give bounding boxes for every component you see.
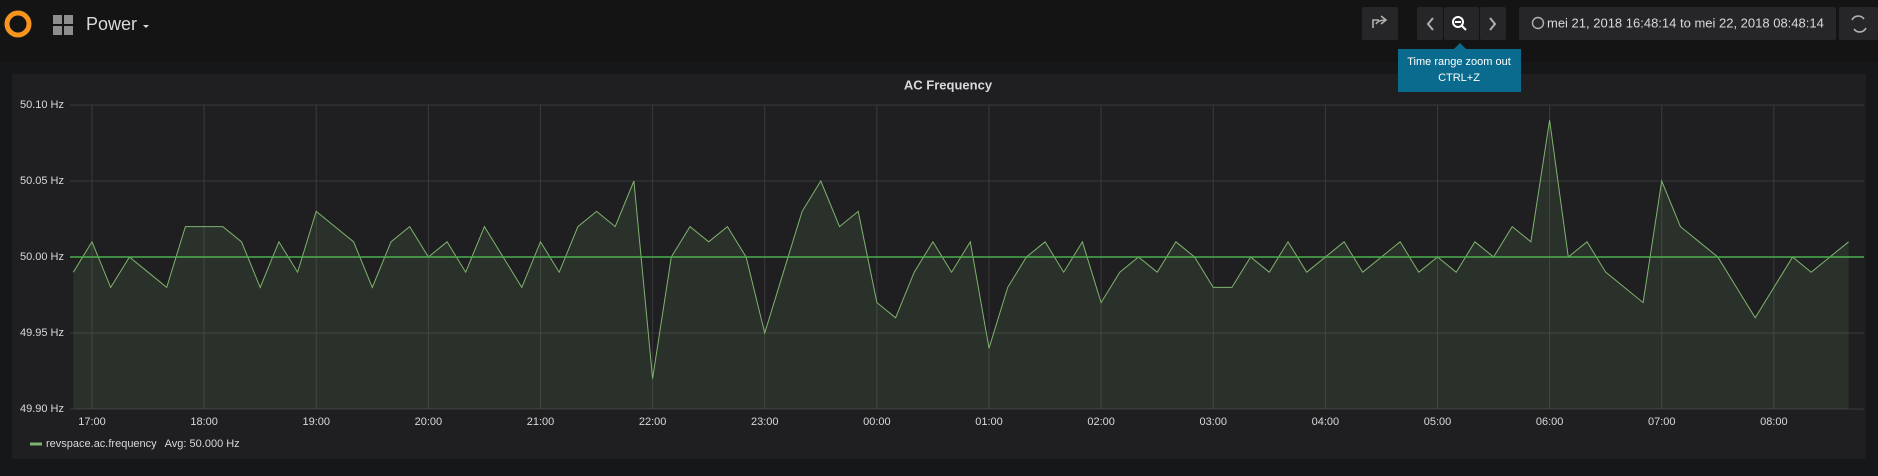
x-tick-label: 22:00 — [639, 416, 667, 428]
x-tick-label: 00:00 — [863, 416, 891, 428]
tooltip — [1398, 49, 1521, 92]
y-tick-label: 50.00 Hz — [20, 251, 64, 263]
y-tick-label: 50.05 Hz — [20, 175, 64, 187]
caret — [143, 25, 149, 28]
panel — [12, 74, 1866, 459]
next-icon — [1489, 17, 1497, 31]
x-tick-label: 03:00 — [1199, 416, 1227, 428]
tooltip-text: Time range zoom out — [1407, 56, 1511, 68]
zoom-button[interactable] — [1444, 7, 1479, 40]
dashboard-title[interactable]: Power — [86, 14, 137, 34]
zoom-icon-handle — [1455, 21, 1467, 31]
x-tick-label: 06:00 — [1536, 416, 1564, 428]
legend-avg: Avg: 50.000 Hz — [165, 438, 240, 450]
tooltip-arrow — [1454, 43, 1466, 49]
logo[interactable] — [4, 10, 32, 38]
share-icon — [1372, 15, 1388, 28]
x-tick-label: 17:00 — [78, 416, 106, 428]
x-tick-label: 08:00 — [1760, 416, 1788, 428]
legend-label: revspace.ac.frequency — [46, 438, 157, 450]
refresh-button[interactable] — [1839, 7, 1878, 40]
time-range: mei 21, 2018 16:48:14 to mei 22, 2018 08… — [1547, 15, 1824, 30]
x-tick-label: 02:00 — [1087, 416, 1115, 428]
x-tick-label: 01:00 — [975, 416, 1003, 428]
x-tick-label: 07:00 — [1648, 416, 1676, 428]
x-tick-label: 05:00 — [1424, 416, 1452, 428]
zoom-icon — [1452, 16, 1464, 28]
prev-icon — [1426, 17, 1434, 31]
refresh-icon — [1851, 15, 1867, 33]
dashboards-icon[interactable] — [53, 15, 73, 35]
next-button[interactable] — [1480, 7, 1506, 40]
y-tick-label: 49.95 Hz — [20, 327, 64, 339]
x-tick-label: 23:00 — [751, 416, 779, 428]
prev-button[interactable] — [1417, 7, 1443, 40]
y-tick-label: 49.90 Hz — [20, 403, 64, 415]
x-tick-label: 21:00 — [527, 416, 555, 428]
x-tick-label: 19:00 — [302, 416, 330, 428]
x-tick-label: 04:00 — [1312, 416, 1340, 428]
x-tick-label: 20:00 — [415, 416, 443, 428]
clock-icon — [1531, 16, 1545, 30]
panel-title: AC Frequency — [904, 77, 993, 92]
share-button[interactable] — [1362, 7, 1398, 40]
area — [73, 120, 1849, 409]
tooltip-shortcut: CTRL+Z — [1438, 72, 1480, 84]
x-tick-label: 18:00 — [190, 416, 218, 428]
time-picker[interactable] — [1519, 7, 1836, 40]
y-tick-label: 50.10 Hz — [20, 99, 64, 111]
